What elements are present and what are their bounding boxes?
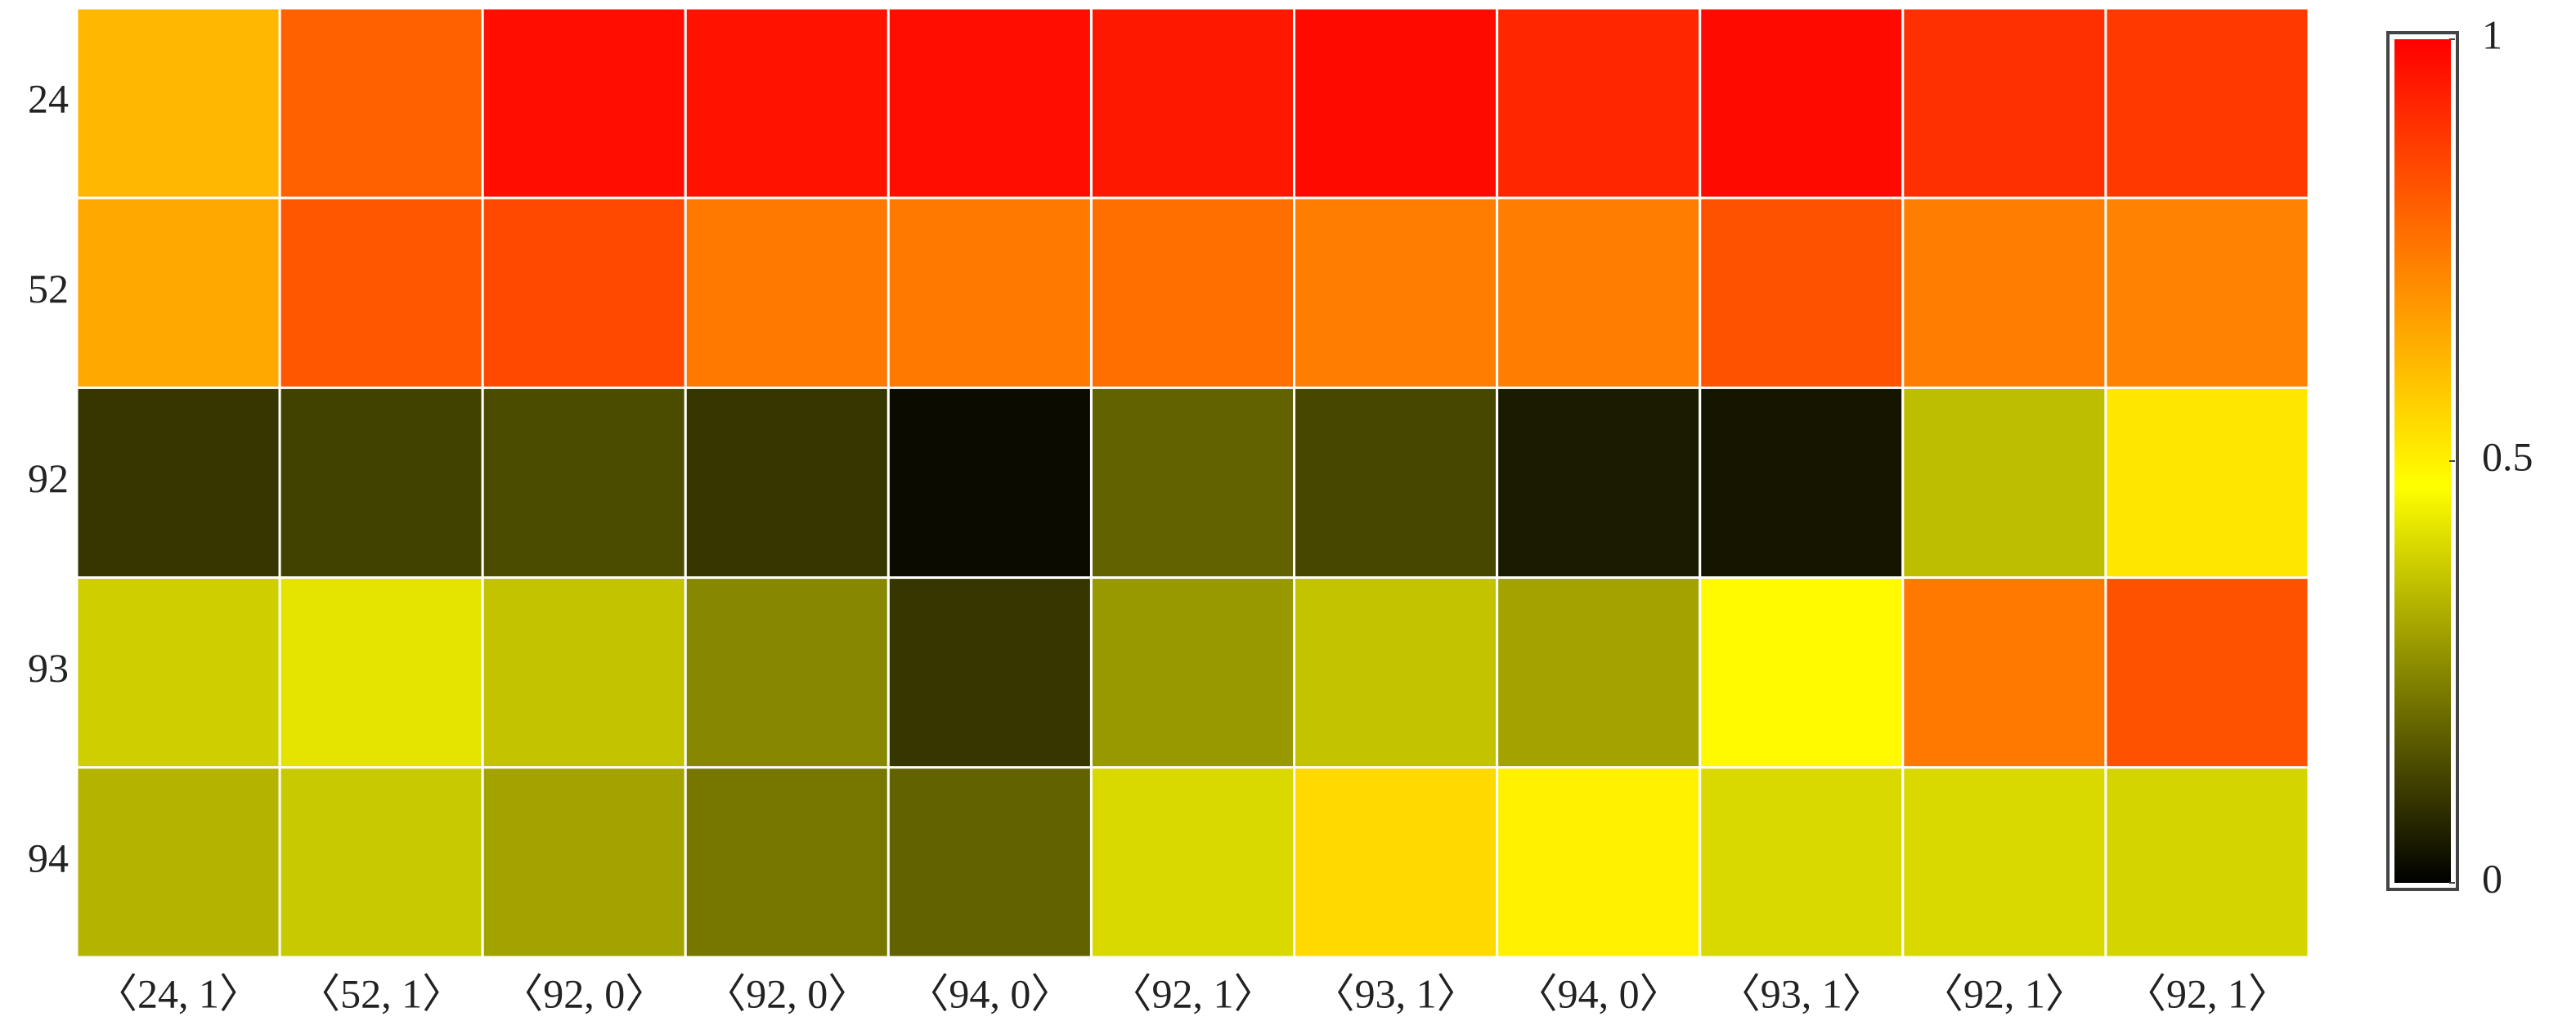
heatmap-cell [481,7,687,199]
heatmap-cell [75,196,281,389]
x-tick-label: 〈92, 0〉 [705,970,868,1016]
heatmap-cell [481,576,687,769]
heatmap-cell [75,386,281,580]
x-tick-label: 〈93, 1〉 [1314,970,1478,1016]
heatmap-cell [1293,576,1499,769]
heatmap-cell [1089,196,1296,389]
x-tick-label: 〈92, 0〉 [502,970,666,1016]
heatmap-cell [1293,196,1499,389]
heatmap-cell [2104,766,2310,959]
heatmap-cell [1496,7,1702,199]
heatmap-cell [684,766,890,959]
heatmap-cell [278,766,484,959]
colorbar-tick-label: 0 [2482,855,2502,901]
heatmap-cell [1901,7,2107,199]
heatmap-cell [1699,7,1905,199]
heatmap-cell [481,196,687,389]
heatmap-cell [886,7,1093,199]
x-tick-label: 〈92, 1〉 [2125,970,2289,1016]
heatmap-cell [1089,7,1296,199]
heatmap-cell [1901,766,2107,959]
x-tick-label: 〈92, 1〉 [1923,970,2086,1016]
heatmap-cell [2104,576,2310,769]
heatmap-cell [1293,386,1499,580]
heatmap-cell [278,576,484,769]
y-tick-label: 52 [28,266,69,311]
heatmap-cell [1089,576,1296,769]
colorbar-tick-label: 0.5 [2482,433,2533,479]
colorbar-tick-label: 1 [2482,11,2502,57]
heatmap-cell [886,196,1093,389]
heatmap-cell [1901,196,2107,389]
heatmap-cell [1089,386,1296,580]
heatmap-cell [2104,386,2310,580]
heatmap-cell [481,386,687,580]
heatmap-cell [75,576,281,769]
heatmap-cell [886,766,1093,959]
heatmap-cell [684,576,890,769]
heatmap-cell [1901,576,2107,769]
heatmap-cell [278,386,484,580]
heatmap-cell [684,196,890,389]
heatmap-cell [886,386,1093,580]
heatmap-cell [1699,196,1905,389]
heatmap-cell [1901,386,2107,580]
heatmap-cell [481,766,687,959]
x-tick-label: 〈52, 1〉 [299,970,463,1016]
heatmap-cell [278,7,484,199]
heatmap-cell [1293,766,1499,959]
heatmap-cell [684,7,890,199]
y-tick-label: 94 [28,835,69,880]
heatmap-cell [1699,766,1905,959]
heatmap-cell [1496,766,1702,959]
y-tick-label: 92 [28,455,69,501]
heatmap-cell [886,576,1093,769]
heatmap-cell [2104,196,2310,389]
heatmap-cell [1699,576,1905,769]
x-tick-label: 〈92, 1〉 [1111,970,1275,1016]
heatmap-cell [2104,7,2310,199]
colorbar [2394,39,2451,883]
heatmap-cell [278,196,484,389]
heatmap-cell [1496,576,1702,769]
x-tick-label: 〈93, 1〉 [1720,970,1883,1016]
heatmap-cell [1089,766,1296,959]
x-tick-label: 〈94, 0〉 [908,970,1071,1016]
y-tick-label: 93 [28,645,69,691]
y-tick-label: 24 [28,76,69,122]
x-tick-label: 〈94, 0〉 [1517,970,1681,1016]
heatmap-cell [75,7,281,199]
heatmap-cell [75,766,281,959]
x-tick-label: 〈24, 1〉 [96,970,260,1016]
heatmap-cell [1699,386,1905,580]
heatmap-cell [1293,7,1499,199]
heatmap-cell [1496,386,1702,580]
heatmap-cell [1496,196,1702,389]
heatmap-cell [684,386,890,580]
